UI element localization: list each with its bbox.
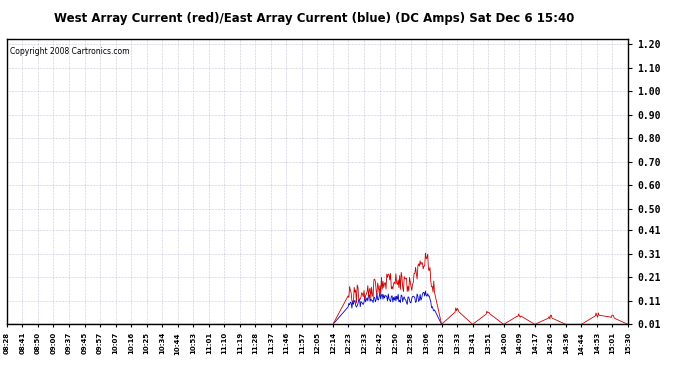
- Text: Copyright 2008 Cartronics.com: Copyright 2008 Cartronics.com: [10, 46, 130, 56]
- Text: West Array Current (red)/East Array Current (blue) (DC Amps) Sat Dec 6 15:40: West Array Current (red)/East Array Curr…: [54, 12, 574, 25]
